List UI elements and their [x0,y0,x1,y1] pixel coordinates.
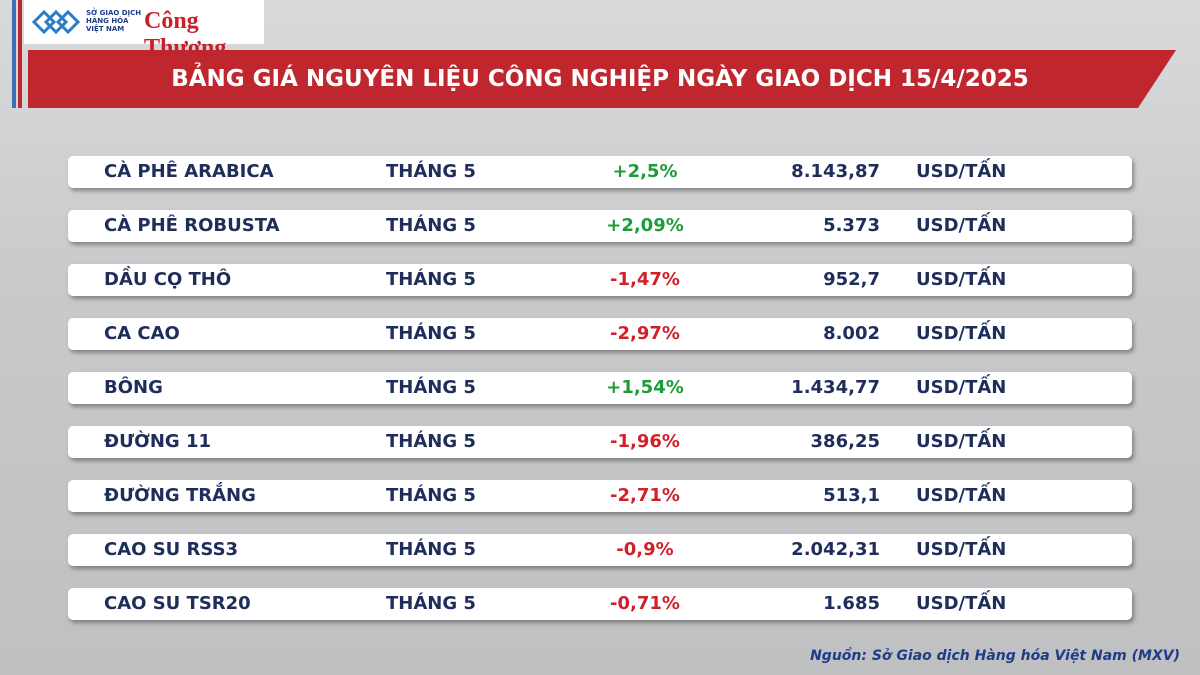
table-row: CAO SU TSR20 THÁNG 5 -0,71% 1.685 USD/TẤN [68,588,1132,620]
table-row: ĐƯỜNG TRẮNG THÁNG 5 -2,71% 513,1 USD/TẤN [68,480,1132,512]
change: +1,54% [606,377,684,398]
logo-box: SỞ GIAO DỊCH HÀNG HÓA VIỆT NAM Công Thươ… [24,0,264,61]
price: 386,25 [810,431,880,452]
price: 5.373 [823,215,880,236]
table-row: CAO SU RSS3 THÁNG 5 -0,9% 2.042,31 USD/TẤN [68,534,1132,566]
price: 1.434,77 [791,377,880,398]
price: 8.143,87 [791,161,880,182]
unit: USD/TẤN [916,215,1007,236]
contract-month: THÁNG 5 [386,323,476,344]
title: BẢNG GIÁ NGUYÊN LIỆU CÔNG NGHIỆP NGÀY GI… [171,66,1029,92]
change: -0,71% [610,593,680,614]
item-name: CA CAO [104,323,180,344]
item-name: CÀ PHÊ ARABICA [104,161,274,182]
change: -1,96% [610,431,680,452]
contract-month: THÁNG 5 [386,269,476,290]
side-bar-red [18,0,22,108]
unit: USD/TẤN [916,269,1007,290]
unit: USD/TẤN [916,593,1007,614]
logo-text: SỞ GIAO DỊCH HÀNG HÓA VIỆT NAM [86,9,141,33]
change: -1,47% [610,269,680,290]
unit: USD/TẤN [916,431,1007,452]
source: Nguồn: Sở Giao dịch Hàng hóa Việt Nam (M… [810,648,1180,664]
table-row: BÔNG THÁNG 5 +1,54% 1.434,77 USD/TẤN [68,372,1132,404]
unit: USD/TẤN [916,485,1007,506]
change: +2,5% [612,161,678,182]
table-row: ĐƯỜNG 11 THÁNG 5 -1,96% 386,25 USD/TẤN [68,426,1132,458]
contract-month: THÁNG 5 [386,215,476,236]
logo-line: VIỆT NAM [86,25,125,33]
table-row: DẦU CỌ THÔ THÁNG 5 -1,47% 952,7 USD/TẤN [68,264,1132,296]
change: +2,09% [606,215,684,236]
item-name: ĐƯỜNG TRẮNG [104,485,256,506]
logo-line: SỞ GIAO DỊCH [86,9,142,17]
table-row: CÀ PHÊ ROBUSTA THÁNG 5 +2,09% 5.373 USD/TẤN [68,210,1132,242]
table-row: CÀ PHÊ ARABICA THÁNG 5 +2,5% 8.143,87 USD/TẤ… [68,156,1132,188]
item-name: ĐƯỜNG 11 [104,431,211,452]
unit: USD/TẤN [916,377,1007,398]
price: 952,7 [823,269,880,290]
logo-icon [32,9,80,35]
price: 8.002 [823,323,880,344]
contract-month: THÁNG 5 [386,539,476,560]
contract-month: THÁNG 5 [386,485,476,506]
unit: USD/TẤN [916,161,1007,182]
side-bar-blue [12,0,16,108]
item-name: CÀ PHÊ ROBUSTA [104,215,280,236]
title-banner [28,50,1176,108]
item-name: CAO SU TSR20 [104,593,251,614]
contract-month: THÁNG 5 [386,161,476,182]
item-name: DẦU CỌ THÔ [104,269,232,290]
contract-month: THÁNG 5 [386,431,476,452]
change: -2,97% [610,323,680,344]
change: -0,9% [616,539,674,560]
change: -2,71% [610,485,680,506]
item-name: CAO SU RSS3 [104,539,239,560]
price: 513,1 [823,485,880,506]
price: 1.685 [823,593,880,614]
contract-month: THÁNG 5 [386,377,476,398]
price: 2.042,31 [791,539,880,560]
table-row: CA CAO THÁNG 5 -2,97% 8.002 USD/TẤN [68,318,1132,350]
logo-line: HÀNG HÓA [86,17,129,25]
unit: USD/TẤN [916,539,1007,560]
item-name: BÔNG [104,377,163,398]
contract-month: THÁNG 5 [386,593,476,614]
unit: USD/TẤN [916,323,1007,344]
